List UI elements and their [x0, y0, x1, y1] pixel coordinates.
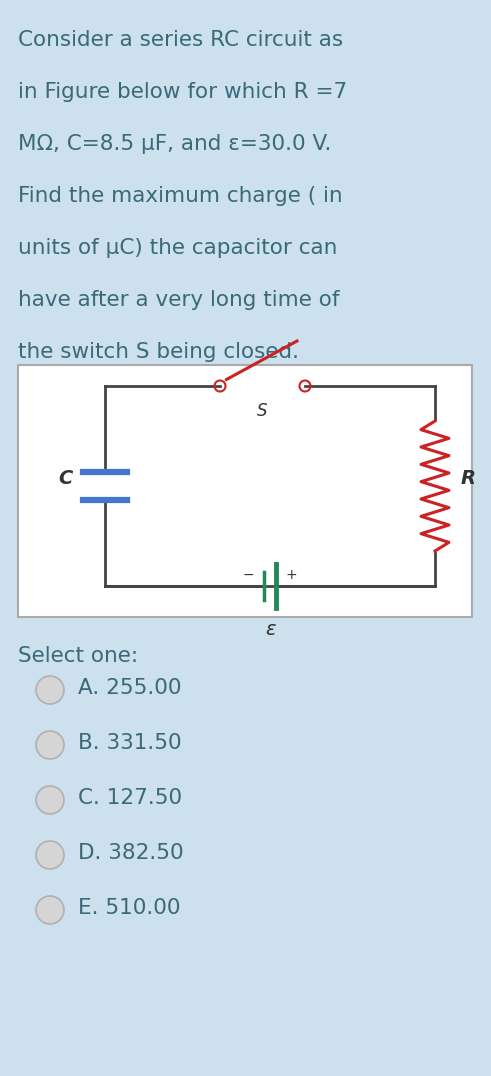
Text: B. 331.50: B. 331.50 [78, 733, 182, 753]
Text: in Figure below for which R =7: in Figure below for which R =7 [18, 82, 347, 102]
Text: S: S [257, 402, 268, 420]
Text: units of μC) the capacitor can: units of μC) the capacitor can [18, 238, 337, 258]
Text: Find the maximum charge ( in: Find the maximum charge ( in [18, 186, 343, 206]
Circle shape [36, 896, 64, 924]
Circle shape [36, 785, 64, 815]
Circle shape [36, 731, 64, 759]
Text: ε: ε [265, 620, 275, 639]
Text: Select one:: Select one: [18, 646, 138, 666]
Text: R: R [461, 468, 476, 487]
Text: the switch S being closed.: the switch S being closed. [18, 342, 299, 362]
Text: −: − [243, 568, 254, 582]
Bar [18, 365, 472, 617]
Text: D. 382.50: D. 382.50 [78, 843, 184, 863]
Text: have after a very long time of: have after a very long time of [18, 291, 339, 310]
Text: +: + [286, 568, 298, 582]
Text: A. 255.00: A. 255.00 [78, 678, 182, 698]
Text: Consider a series RC circuit as: Consider a series RC circuit as [18, 30, 343, 49]
Text: E. 510.00: E. 510.00 [78, 898, 181, 918]
Text: C: C [59, 468, 73, 487]
Text: C. 127.50: C. 127.50 [78, 788, 182, 808]
Circle shape [36, 841, 64, 869]
Circle shape [36, 676, 64, 704]
Text: MΩ, C=8.5 μF, and ε=30.0 V.: MΩ, C=8.5 μF, and ε=30.0 V. [18, 134, 331, 154]
